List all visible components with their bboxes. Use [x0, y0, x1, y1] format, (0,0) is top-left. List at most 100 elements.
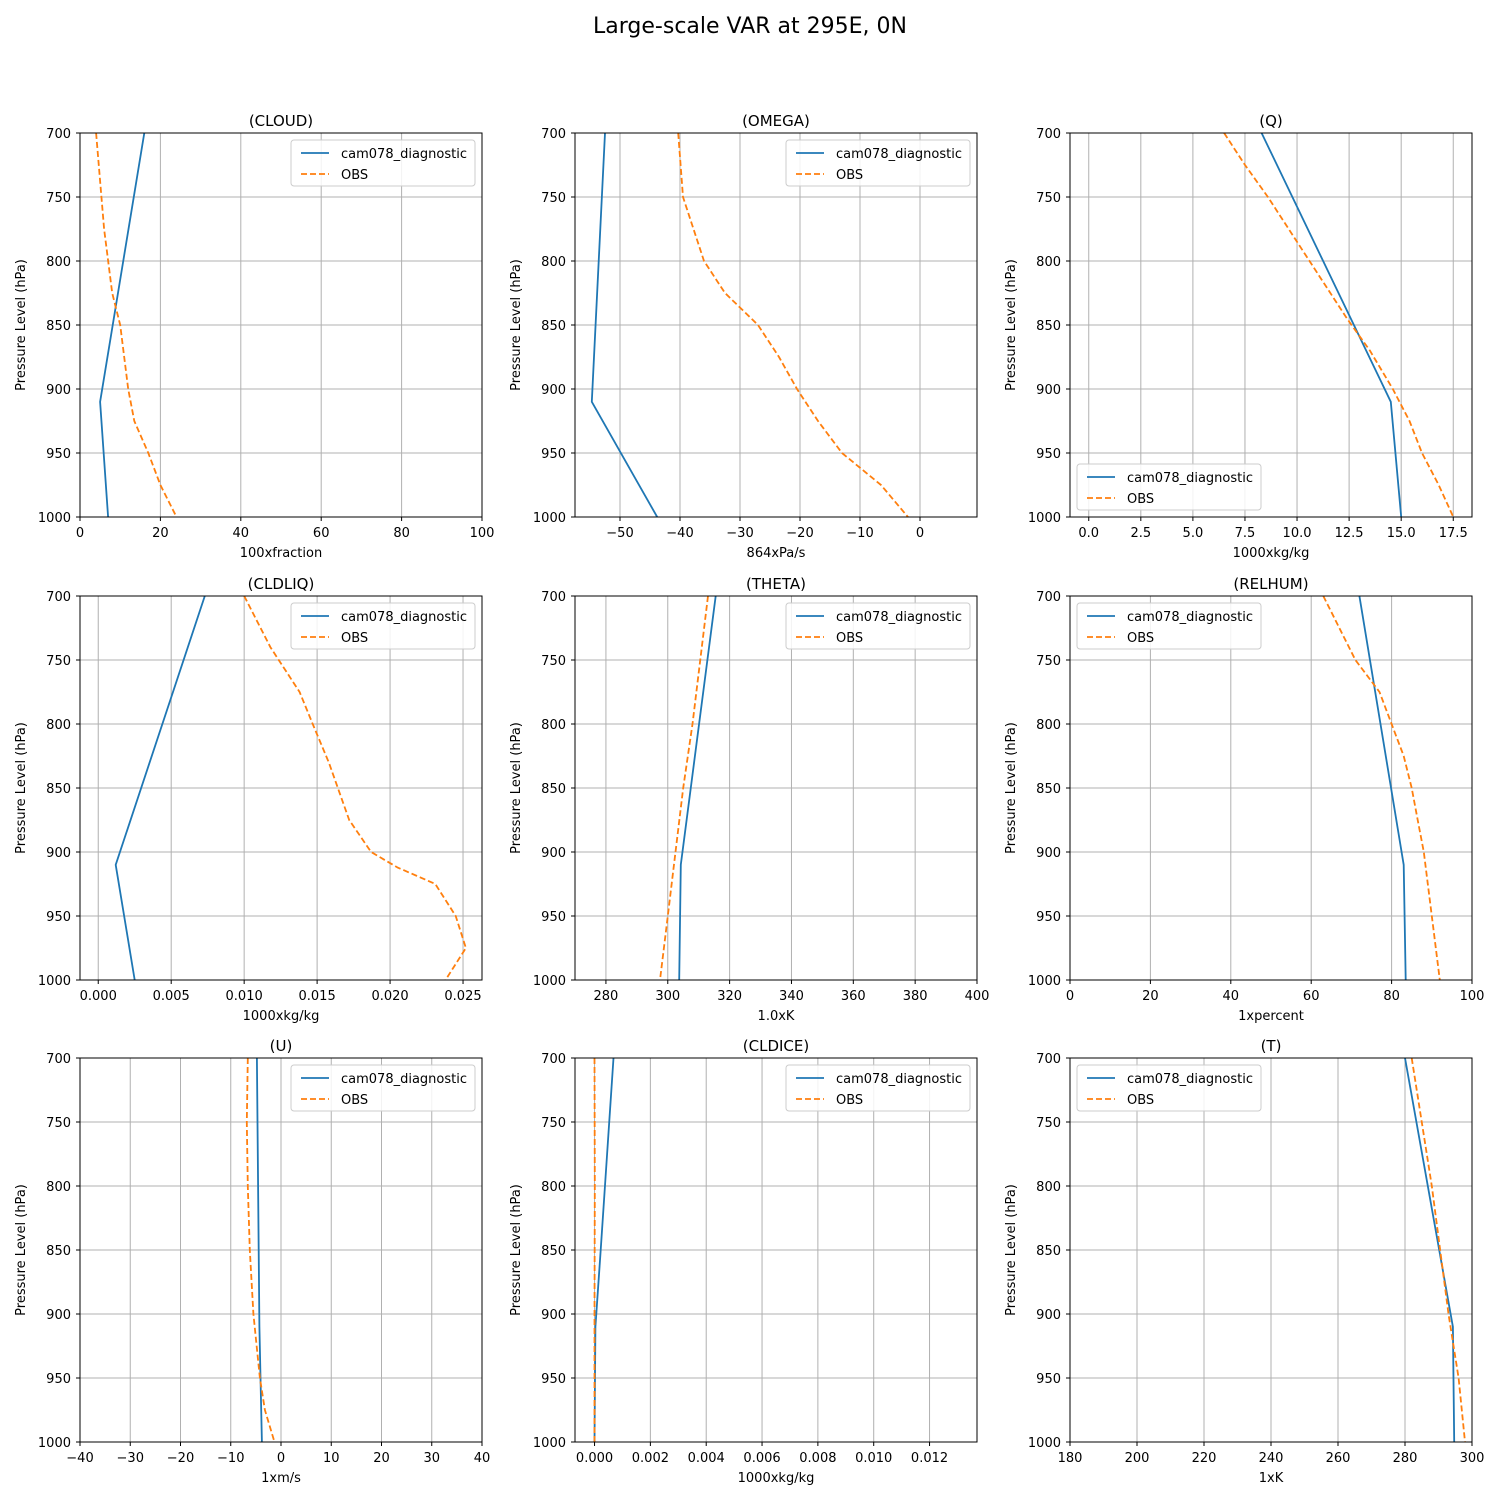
x-axis-label: 1000xkg/kg	[738, 1471, 815, 1486]
y-tick-label: 950	[1036, 1372, 1061, 1387]
panel-title: (Q)	[1259, 112, 1283, 130]
legend-box	[1076, 463, 1262, 511]
legend-label: cam078_diagnostic	[836, 147, 962, 162]
y-tick-label: 1000	[1028, 1436, 1061, 1451]
y-tick-label: 900	[1036, 383, 1061, 398]
model-series-line	[114, 595, 206, 981]
y-tick-label: 800	[541, 718, 566, 733]
x-tick-label: 0.025	[444, 989, 481, 1004]
x-tick-label: 200	[1125, 1451, 1150, 1466]
chart-panel: −50 −40 −30 −20 −10 0 700 750 800 850 900 950 1000 (O…	[509, 112, 978, 561]
y-tick-label: 750	[46, 191, 71, 206]
y-tick-label: 1000	[38, 974, 71, 989]
x-tick-label: 340	[779, 989, 804, 1004]
y-tick-label: 750	[1036, 654, 1061, 669]
panel-title: (CLOUD)	[249, 112, 313, 130]
obs-series-line	[95, 132, 178, 518]
y-tick-label: 750	[541, 1116, 566, 1131]
x-tick-label: −30	[726, 526, 753, 541]
x-tick-label: 5.0	[1183, 526, 1204, 541]
y-tick-label: 750	[46, 654, 71, 669]
model-series-line	[256, 1057, 263, 1443]
y-tick-label: 900	[541, 1308, 566, 1323]
x-tick-label: 180	[1058, 1451, 1083, 1466]
x-axis-label: 1xm/s	[261, 1471, 301, 1486]
legend-label: OBS	[1127, 492, 1154, 507]
x-tick-label: 20	[152, 526, 169, 541]
y-tick-label: 850	[1036, 319, 1061, 334]
x-tick-label: 0.000	[80, 989, 117, 1004]
legend-label: OBS	[1127, 1093, 1154, 1108]
model-series-line	[99, 132, 146, 518]
x-tick-label: 260	[1326, 1451, 1351, 1466]
legend-label: OBS	[836, 168, 863, 183]
legend-label: OBS	[341, 168, 368, 183]
y-axis-label: Pressure Level (hPa)	[1004, 722, 1019, 854]
chart-panel: 0.0 2.5 5.0 7.5 10.0 12.5 15.0 17.5 700 750 800 850…	[1004, 112, 1473, 561]
legend: cam078_diagnostic OBS	[785, 1064, 971, 1112]
obs-series-line	[243, 595, 467, 981]
y-tick-label: 850	[46, 1244, 71, 1259]
x-tick-label: 0.005	[153, 989, 190, 1004]
y-tick-label: 750	[1036, 191, 1061, 206]
x-tick-label: 0.008	[799, 1451, 836, 1466]
legend-label: OBS	[1127, 631, 1154, 646]
y-tick-label: 950	[46, 910, 71, 925]
x-tick-label: 30	[423, 1451, 440, 1466]
x-tick-label: 10.0	[1283, 526, 1312, 541]
x-tick-label: 300	[655, 989, 680, 1004]
legend-label: cam078_diagnostic	[1127, 610, 1253, 625]
y-tick-label: 850	[541, 782, 566, 797]
legend-label: cam078_diagnostic	[341, 147, 467, 162]
x-tick-label: 0.006	[743, 1451, 780, 1466]
x-tick-label: 40	[1223, 989, 1240, 1004]
y-axis-label: Pressure Level (hPa)	[509, 722, 524, 854]
y-tick-label: 900	[541, 383, 566, 398]
x-tick-label: −40	[666, 526, 693, 541]
x-tick-label: 0.002	[632, 1451, 669, 1466]
chart-panel: 0 20 40 60 80 100 700 750 800 850 900 950 1000 (CLOUD…	[14, 112, 494, 561]
panel-title: (U)	[270, 1037, 293, 1055]
y-axis-label: Pressure Level (hPa)	[14, 1184, 29, 1316]
y-tick-label: 900	[1036, 1308, 1061, 1323]
x-axis-label: 100xfraction	[240, 546, 322, 561]
legend: cam078_diagnostic OBS	[290, 139, 476, 187]
legend-box	[785, 602, 971, 650]
legend-label: OBS	[836, 1093, 863, 1108]
legend-label: cam078_diagnostic	[1127, 471, 1253, 486]
x-tick-label: 40	[233, 526, 250, 541]
y-tick-label: 950	[541, 447, 566, 462]
obs-series-line	[677, 132, 909, 518]
legend: cam078_diagnostic OBS	[785, 602, 971, 650]
x-tick-label: 60	[313, 526, 330, 541]
y-tick-label: 900	[541, 846, 566, 861]
legend-box	[785, 1064, 971, 1112]
y-tick-label: 1000	[533, 1436, 566, 1451]
y-tick-label: 950	[46, 1372, 71, 1387]
x-tick-label: 0.000	[576, 1451, 613, 1466]
x-tick-label: 0.004	[688, 1451, 725, 1466]
y-tick-label: 950	[541, 910, 566, 925]
x-tick-label: 100	[1460, 989, 1485, 1004]
x-axis-label: 1000xkg/kg	[243, 1009, 320, 1024]
y-tick-label: 850	[46, 319, 71, 334]
legend-box	[290, 139, 476, 187]
x-axis-label: 1xpercent	[1238, 1009, 1304, 1024]
x-tick-label: −10	[846, 526, 873, 541]
y-tick-label: 900	[46, 383, 71, 398]
legend-label: OBS	[341, 1093, 368, 1108]
y-tick-label: 850	[46, 782, 71, 797]
y-tick-label: 800	[1036, 718, 1061, 733]
panel-title: (RELHUM)	[1233, 575, 1308, 593]
obs-series-line	[1410, 1057, 1466, 1443]
y-tick-label: 700	[46, 127, 71, 142]
chart-panel: −40 −30 −20 −10 0 10 20 30 40 700 750 800 850 900 950 1…	[14, 1037, 490, 1486]
x-tick-label: 220	[1192, 1451, 1217, 1466]
chart-panel: 0.000 0.005 0.010 0.015 0.020 0.025 700 750 800 8…	[14, 575, 483, 1024]
y-tick-label: 850	[1036, 782, 1061, 797]
figure-title: Large-scale VAR at 295E, 0N	[593, 14, 907, 39]
x-tick-label: −10	[217, 1451, 244, 1466]
obs-series-line	[1223, 132, 1455, 518]
panel-title: (CLDLIQ)	[248, 575, 315, 593]
y-tick-label: 950	[541, 1372, 566, 1387]
